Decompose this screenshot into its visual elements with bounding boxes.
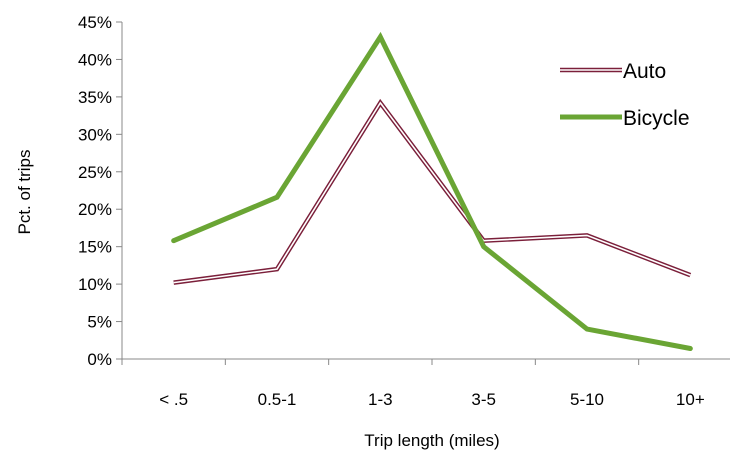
y-tick-label: 15%: [78, 238, 112, 257]
legend-label-bicycle: Bicycle: [623, 107, 690, 130]
x-tick-label: 0.5-1: [258, 390, 297, 409]
x-tick-label: 5-10: [570, 390, 604, 409]
x-tick-label: 1-3: [368, 390, 393, 409]
x-tick-label: < .5: [159, 390, 188, 409]
x-axis-ticks: < .5 0.5-1 1-3 3-5 5-10 10+: [121, 359, 705, 409]
y-tick-label: 10%: [78, 275, 112, 294]
series-bicycle: [171, 31, 693, 352]
y-tick-label: 45%: [78, 13, 112, 32]
x-tick-label: 3-5: [471, 390, 496, 409]
y-tick-label: 35%: [78, 88, 112, 107]
legend: Auto Bicycle: [560, 60, 690, 130]
series-line-inner: [173, 101, 691, 284]
y-tick-label: 30%: [78, 125, 112, 144]
y-tick-label: 0%: [87, 350, 112, 369]
series-line-outer: [173, 98, 692, 285]
x-tick-label: 10+: [676, 390, 705, 409]
y-axis-title: Pct. of trips: [15, 149, 34, 234]
series-lines: [171, 31, 693, 352]
y-tick-label: 25%: [78, 163, 112, 182]
y-tick-label: 40%: [78, 50, 112, 69]
y-axis-ticks: 0% 5% 10% 15% 20% 25% 30% 35% 40% 45%: [78, 13, 122, 369]
legend-label-auto: Auto: [623, 60, 666, 83]
y-tick-label: 20%: [78, 200, 112, 219]
x-axis-title: Trip length (miles): [364, 431, 499, 450]
series-line: [171, 31, 693, 352]
y-tick-label: 5%: [87, 313, 112, 332]
series-auto: [173, 98, 692, 285]
